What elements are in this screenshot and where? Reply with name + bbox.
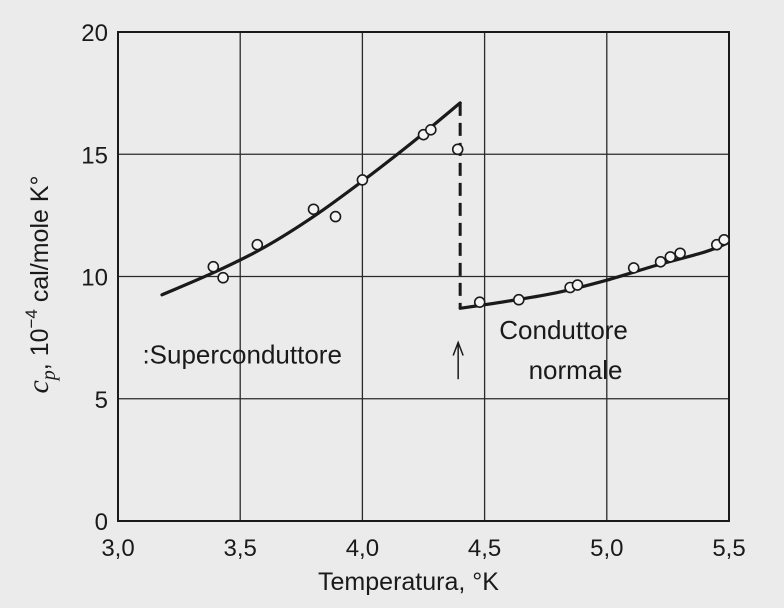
data-point: [217, 271, 229, 284]
y-tick-label: 5: [95, 387, 108, 414]
data-point: [513, 293, 525, 306]
y-axis-label-unit: cal/mole K°: [26, 175, 54, 309]
fit-curve-2: [458, 241, 729, 310]
annotation-label: normale: [529, 355, 623, 385]
data-point: [307, 203, 320, 216]
grid-lines: [118, 32, 729, 521]
plot-frame: [117, 31, 730, 522]
arrow-head: [452, 340, 464, 356]
annotations: :Superconduttore Conduttore normale: [142, 315, 627, 385]
x-tick-label: 4,5: [468, 535, 501, 562]
y-axis-label: cp, 10−4 cal/mole K°: [22, 175, 60, 393]
fit-curve-1: [160, 101, 462, 297]
tick-labels: 3,0 3,5 4,0 4,5 5,0 5,5 0 5 10 15 20: [81, 20, 745, 562]
data-point: [674, 247, 686, 260]
data-point: [251, 238, 264, 251]
data-point: [356, 174, 369, 186]
data-point: [207, 260, 220, 273]
x-tick-label: 5,5: [712, 535, 745, 562]
fit-curves: [160, 101, 729, 310]
data-point: [718, 234, 730, 246]
data-point: [571, 279, 584, 291]
data-point: [425, 124, 437, 136]
y-axis-label-scale: , 10: [26, 329, 54, 371]
x-tick-label: 3,5: [224, 535, 257, 562]
data-point: [451, 143, 464, 156]
data-point: [627, 262, 640, 274]
y-tick-label: 10: [81, 265, 108, 292]
y-tick-label: 20: [81, 20, 108, 47]
x-tick-label: 3,0: [101, 535, 134, 562]
y-tick-label: 15: [81, 142, 108, 169]
x-tick-label: 5,0: [590, 535, 623, 562]
y-axis-label-exponent: −4: [22, 309, 41, 328]
x-axis-label: Temperatura, °K: [318, 568, 499, 596]
data-points: [207, 124, 730, 308]
x-tick-label: 4,0: [346, 535, 379, 562]
y-axis-label-symbol: c: [22, 380, 55, 393]
annotation-label: :Superconduttore: [142, 339, 341, 369]
data-point: [329, 210, 342, 223]
data-point: [473, 296, 486, 308]
data-point: [654, 256, 667, 268]
data-point: [664, 251, 677, 263]
y-axis-label-subscript: p: [38, 370, 60, 382]
transition-arrow: [452, 340, 464, 380]
y-tick-label: 0: [95, 509, 108, 536]
annotation-label: Conduttore: [499, 315, 628, 345]
